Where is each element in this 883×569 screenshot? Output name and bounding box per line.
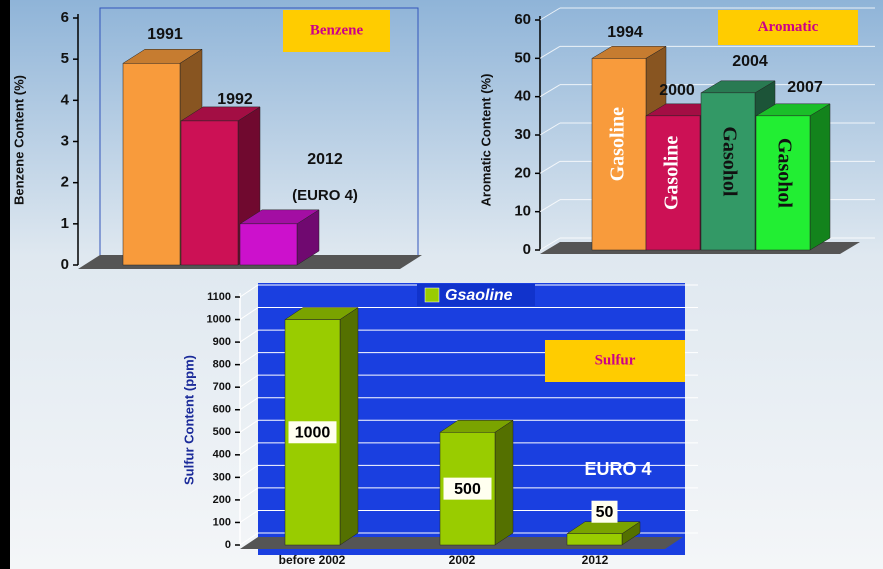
y-tick-label: 1: [61, 215, 69, 232]
category-label: 2012: [307, 151, 343, 168]
value-label: 50: [596, 504, 614, 521]
y-tick-label: 4: [61, 91, 70, 108]
y-tick-label: 800: [213, 359, 231, 371]
grid-line: [239, 352, 259, 366]
left-border: [0, 0, 10, 569]
bar-label: Gasoline: [607, 107, 629, 182]
grid-line: [239, 532, 259, 546]
legend-label: Gsaoline: [445, 287, 513, 304]
y-tick-label: 0: [61, 256, 69, 273]
category-label: 2004: [732, 53, 768, 70]
value-label-box: [591, 500, 618, 523]
category-label: 2012: [582, 553, 609, 567]
grid-line: [539, 160, 561, 174]
y-tick-label: 60: [514, 11, 531, 28]
grid-line: [539, 7, 561, 21]
category-label: 2000: [659, 82, 695, 99]
y-tick-label: 1000: [207, 313, 231, 325]
y-tick-label: 300: [213, 471, 231, 483]
grid-line: [239, 442, 259, 456]
annotation: (EURO 4): [292, 187, 358, 204]
y-tick-label: 400: [213, 449, 231, 461]
grid-line: [239, 464, 259, 478]
bar: [239, 223, 298, 266]
bar-side: [809, 103, 831, 251]
y-tick-label: 5: [61, 50, 69, 67]
y-tick-label: 0: [523, 241, 531, 258]
bar: [700, 92, 756, 251]
category-label: before 2002: [279, 553, 346, 567]
chart-title: Aromatic: [758, 19, 819, 35]
y-tick-label: 6: [61, 9, 69, 26]
title-box: [718, 10, 858, 45]
value-label-box: [443, 477, 492, 500]
grid-line: [239, 487, 259, 501]
category-label: 1992: [217, 91, 253, 108]
bar-label: Gasoline: [661, 136, 683, 211]
value-label: 500: [454, 481, 481, 498]
bar: [566, 533, 623, 546]
grid-line: [539, 84, 561, 98]
chart-title: Sulfur: [595, 352, 636, 368]
bar: [645, 115, 701, 251]
bar: [755, 115, 811, 251]
title-box: [545, 340, 685, 382]
legend-background: [417, 284, 535, 306]
category-label: 2002: [449, 553, 476, 567]
grid-line: [539, 237, 561, 251]
value-label-box: [288, 421, 337, 444]
y-tick-label: 1100: [207, 291, 231, 303]
grid-line: [539, 122, 561, 136]
y-tick-label: 900: [213, 336, 231, 348]
grid-line: [239, 329, 259, 343]
y-tick-label: 700: [213, 381, 231, 393]
bar-label: Gasohol: [718, 126, 740, 196]
y-tick-label: 2: [61, 174, 69, 191]
y-tick-label: 3: [61, 132, 69, 149]
grid-line: [239, 307, 259, 320]
y-tick-label: 10: [514, 203, 531, 220]
bar: [180, 120, 239, 266]
grid-line: [539, 45, 561, 59]
y-axis-label: Benzene Content (%): [11, 75, 26, 205]
y-axis-label: Sulfur Content (ppm): [181, 355, 196, 485]
category-label: 1991: [147, 26, 183, 43]
y-axis-label: Aromatic Content (%): [478, 74, 493, 207]
value-label: 1000: [295, 424, 331, 441]
chart-title: Benzene: [310, 22, 364, 38]
grid-line: [239, 419, 259, 433]
grid-line: [239, 284, 259, 298]
bar-side: [339, 307, 359, 546]
title-box: [283, 10, 390, 52]
bar-label: Gasohol: [773, 138, 795, 208]
y-tick-label: 50: [514, 49, 531, 66]
y-tick-label: 200: [213, 494, 231, 506]
legend-swatch: [424, 287, 440, 303]
bar: [122, 63, 181, 266]
y-tick-label: 30: [514, 126, 531, 143]
grid-line: [239, 510, 259, 523]
bar: [591, 58, 647, 251]
y-tick-label: 20: [514, 164, 531, 181]
grid-line: [239, 374, 259, 388]
grid-line: [539, 199, 561, 213]
y-tick-label: 600: [213, 404, 231, 416]
y-tick-label: 0: [225, 539, 231, 551]
y-tick-label: 100: [213, 516, 231, 528]
category-label: 2007: [787, 79, 823, 96]
category-label: 1994: [607, 24, 643, 41]
y-tick-label: 500: [213, 426, 231, 438]
y-tick-label: 40: [514, 88, 531, 105]
bar-side: [494, 419, 514, 546]
grid-line: [239, 397, 259, 411]
annotation: EURO 4: [584, 459, 651, 479]
